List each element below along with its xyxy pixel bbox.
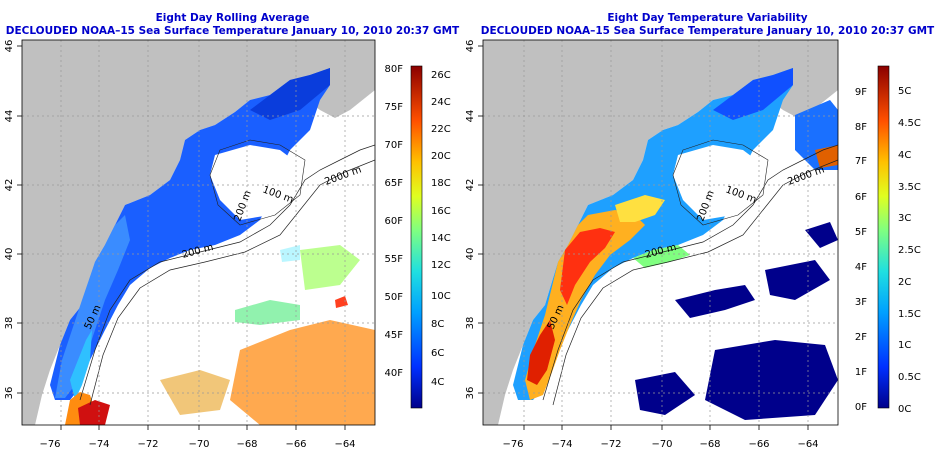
- right-panel: Eight Day Temperature Variability DECLOU…: [465, 0, 950, 475]
- right-panel-title: Eight Day Temperature Variability: [607, 12, 808, 24]
- colorbar-c-label: 8C: [431, 319, 444, 330]
- colorbar-f-label: 4F: [855, 262, 867, 273]
- lat-tick-label: 42: [465, 179, 476, 192]
- lat-tick-label: 44: [4, 110, 15, 123]
- left-panel-subtitle: DECLOUDED NOAA–15 Sea Surface Temperatur…: [5, 25, 460, 37]
- lat-tick-label: 36: [465, 387, 476, 400]
- colorbar-c-label: 12C: [431, 260, 451, 271]
- colorbar-c-label: 20C: [431, 151, 451, 162]
- colorbar-c-label: 24C: [431, 97, 451, 108]
- lat-lon-grid: [22, 40, 375, 425]
- lon-tick-label: −76: [502, 439, 523, 450]
- colorbar-f-label: 65F: [385, 178, 404, 189]
- colorbar-c-label: 18C: [431, 178, 451, 189]
- colorbar-c-label: 26C: [431, 70, 451, 81]
- colorbar-f-label: 70F: [385, 140, 404, 151]
- colorbar-f-label: 55F: [385, 254, 404, 265]
- colorbar-f-label: 1F: [855, 367, 867, 378]
- lat-tick-label: 46: [465, 40, 476, 53]
- colorbar-f-label: 6F: [855, 192, 867, 203]
- colorbar-f-label: 5F: [855, 227, 867, 238]
- colorbar-f-label: 45F: [385, 330, 404, 341]
- colorbar-f-label: 60F: [385, 216, 404, 227]
- colorbar-f-label: 80F: [385, 64, 404, 75]
- colorbar-f-label: 3F: [855, 297, 867, 308]
- lon-tick-label: −64: [797, 439, 818, 450]
- left-panel-title: Eight Day Rolling Average: [155, 12, 310, 24]
- colorbar-c-label: 6C: [431, 348, 444, 359]
- lon-tick-label: −76: [39, 439, 60, 450]
- lat-tick-label: 38: [465, 317, 476, 330]
- lon-tick-label: −66: [285, 439, 306, 450]
- left-panel: Eight Day Rolling Average DECLOUDED NOAA…: [4, 12, 460, 450]
- colorbar-c-label: 1.5C: [898, 309, 921, 320]
- colorbar-c-label: 4C: [898, 150, 911, 161]
- colorbar-c-label: 14C: [431, 233, 451, 244]
- colorbar-f-label: 7F: [855, 156, 867, 167]
- sst-colorbar: [410, 65, 423, 409]
- colorbar-f-label: 75F: [385, 102, 404, 113]
- colorbar-c-label: 2C: [898, 277, 911, 288]
- colorbar-c-label: 4.5C: [898, 118, 921, 129]
- colorbar-f-label: 2F: [855, 332, 867, 343]
- lon-tick-label: −68: [236, 439, 257, 450]
- lat-tick-label: 38: [4, 317, 15, 330]
- lat-tick-label: 40: [4, 248, 15, 261]
- colorbar-c-label: 22C: [431, 124, 451, 135]
- lon-tick-label: −68: [699, 439, 720, 450]
- lon-tick-label: −64: [334, 439, 355, 450]
- isobath-200m: [79, 144, 375, 401]
- colorbar-c-label: 2.5C: [898, 245, 921, 256]
- right-panel-subtitle: DECLOUDED NOAA–15 Sea Surface Temperatur…: [480, 25, 935, 37]
- lon-tick-label: −72: [137, 439, 158, 450]
- lat-tick-label: 42: [4, 179, 15, 192]
- colorbar-c-label: 3C: [898, 213, 911, 224]
- colorbar-c-label: 4C: [431, 377, 444, 388]
- colorbar-c-label: 3.5C: [898, 182, 921, 193]
- lon-tick-label: −72: [600, 439, 621, 450]
- right-map: 100 m 2000 m 200 m 200 m 50 m −76 −74 −7…: [465, 39, 921, 450]
- lon-tick-label: −74: [88, 439, 109, 450]
- variability-colorbar: [877, 65, 890, 409]
- colorbar-f-label: 0F: [855, 402, 867, 413]
- lon-tick-label: −70: [651, 439, 672, 450]
- lat-tick-label: 36: [4, 387, 15, 400]
- colorbar-c-label: 10C: [431, 291, 451, 302]
- colorbar-c-label: 1C: [898, 340, 911, 351]
- colorbar-c-label: 0.5C: [898, 372, 921, 383]
- lat-tick-label: 40: [465, 248, 476, 261]
- land-mass: [22, 40, 375, 425]
- lon-tick-label: −70: [188, 439, 209, 450]
- lat-tick-label: 44: [465, 110, 476, 123]
- colorbar-c-label: 0C: [898, 404, 911, 415]
- colorbar-f-label: 8F: [855, 122, 867, 133]
- lat-tick-label: 46: [4, 40, 15, 53]
- colorbar-f-label: 9F: [855, 87, 867, 98]
- lon-tick-label: −66: [748, 439, 769, 450]
- colorbar-f-label: 40F: [385, 368, 404, 379]
- colorbar-f-label: 50F: [385, 292, 404, 303]
- colorbar-c-label: 5C: [898, 86, 911, 97]
- lon-tick-label: −74: [551, 439, 572, 450]
- left-map: 100 m 2000 m 200 m 200 m 50 m −76 −74: [4, 39, 451, 450]
- colorbar-c-label: 16C: [431, 206, 451, 217]
